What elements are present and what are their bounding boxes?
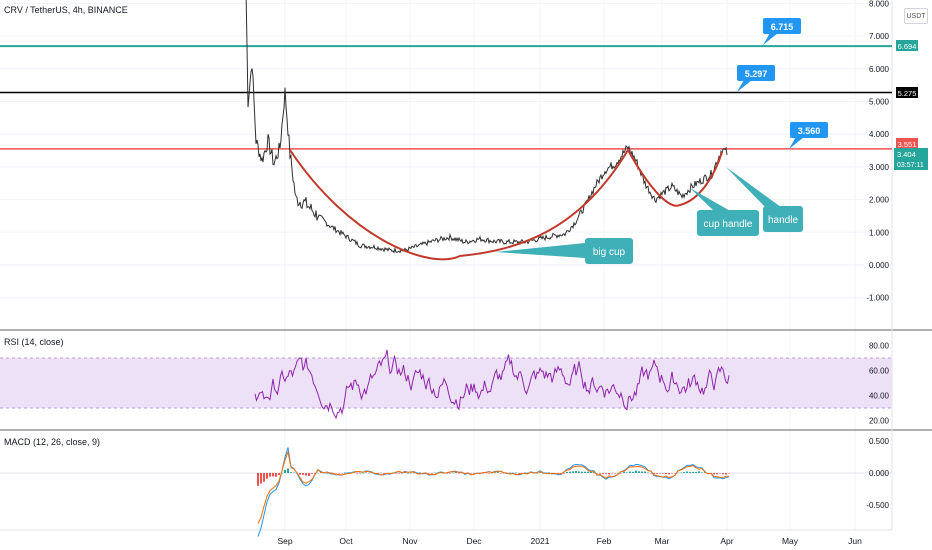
price-tick-label: 4.000 [869, 130, 890, 139]
callout-3560-label: 3.560 [798, 126, 821, 136]
time-tick-label: Mar [655, 536, 670, 546]
price-tick-label: 1.000 [869, 228, 890, 237]
handle-pointer [726, 167, 785, 210]
svg-text:5.275: 5.275 [898, 89, 917, 98]
macd-tick-label: 0.000 [869, 469, 890, 478]
callout-6715-label: 6.715 [771, 22, 794, 32]
note-handle[interactable]: handle [763, 206, 803, 232]
time-tick-label: Dec [466, 536, 482, 546]
macd-signal-line[interactable] [257, 450, 729, 524]
rsi-tick-label: 60.00 [869, 367, 890, 376]
time-tick-label: Feb [597, 536, 612, 546]
macd-title[interactable]: MACD (12, 26, close, 9) [4, 437, 101, 447]
rsi-series[interactable] [254, 349, 730, 420]
cup-handle-pointer [690, 188, 732, 212]
callout-5297[interactable]: 5.297 [737, 65, 775, 92]
time-tick-label: 2021 [531, 536, 550, 546]
price-tick-label: 5.000 [869, 98, 890, 107]
price-axis[interactable]: 8.000 7.000 6.000 5.000 4.000 3.000 2.000 1.000… [866, 0, 889, 303]
time-tick-label: Oct [339, 536, 353, 546]
svg-text:6.694: 6.694 [898, 42, 917, 51]
price-tick-label: 3.000 [869, 163, 890, 172]
note-cup-handle-label: cup handle [704, 219, 753, 230]
rsi-tick-label: 40.00 [869, 392, 890, 401]
price-tick-label: 8.000 [869, 0, 890, 8]
big-cup-pointer [495, 243, 585, 258]
callout-6715[interactable]: 6.715 [763, 18, 801, 45]
callout-5297-label: 5.297 [745, 69, 768, 79]
note-handle-label: handle [768, 215, 798, 226]
note-cup-handle[interactable]: cup handle [697, 210, 759, 236]
cup-handle-curve[interactable] [627, 149, 723, 207]
rsi-axis[interactable]: 80.00 60.00 40.00 20.00 [869, 342, 890, 426]
time-tick-label: May [782, 536, 799, 546]
price-tick-label: 2.000 [869, 196, 890, 205]
big-cup-curve[interactable] [289, 149, 629, 261]
note-big-cup[interactable]: big cup [585, 238, 633, 264]
svg-text:3.551: 3.551 [898, 140, 917, 149]
price-tick-label: -1.000 [866, 294, 889, 303]
svg-text:3.404: 3.404 [897, 150, 916, 159]
price-tag-5275: 5.275 [896, 87, 918, 98]
price-tag-3551: 3.551 [896, 138, 918, 149]
symbol-title[interactable]: CRV / TetherUS, 4h, BINANCE [4, 5, 128, 15]
time-tick-label: Sep [277, 536, 292, 546]
currency-badge[interactable]: USDT [904, 8, 928, 24]
time-tick-label: Apr [720, 536, 733, 546]
time-tick-label: Nov [402, 536, 418, 546]
price-tag-6694: 6.694 [896, 40, 918, 51]
time-axis[interactable]: Sep Oct Nov Dec 2021 Feb Mar Apr May Jun [277, 536, 862, 546]
price-tick-label: 6.000 [869, 65, 890, 74]
macd-tick-label: 0.500 [869, 437, 890, 446]
svg-text:03:57:11: 03:57:11 [897, 162, 924, 169]
price-tag-current: 3.404 03:57:11 [894, 148, 928, 170]
rsi-title[interactable]: RSI (14, close) [4, 337, 64, 347]
time-tick-label: Jun [848, 536, 862, 546]
macd-tick-label: -0.500 [866, 501, 889, 510]
price-tick-label: 0.000 [869, 261, 890, 270]
note-big-cup-label: big cup [593, 247, 626, 258]
rsi-tick-label: 20.00 [869, 417, 890, 426]
price-series[interactable] [245, 0, 728, 254]
price-tick-label: 7.000 [869, 32, 890, 41]
callout-3560[interactable]: 3.560 [789, 122, 828, 149]
macd-axis[interactable]: 0.500 0.000 -0.500 [866, 437, 889, 510]
rsi-tick-label: 80.00 [869, 342, 890, 351]
